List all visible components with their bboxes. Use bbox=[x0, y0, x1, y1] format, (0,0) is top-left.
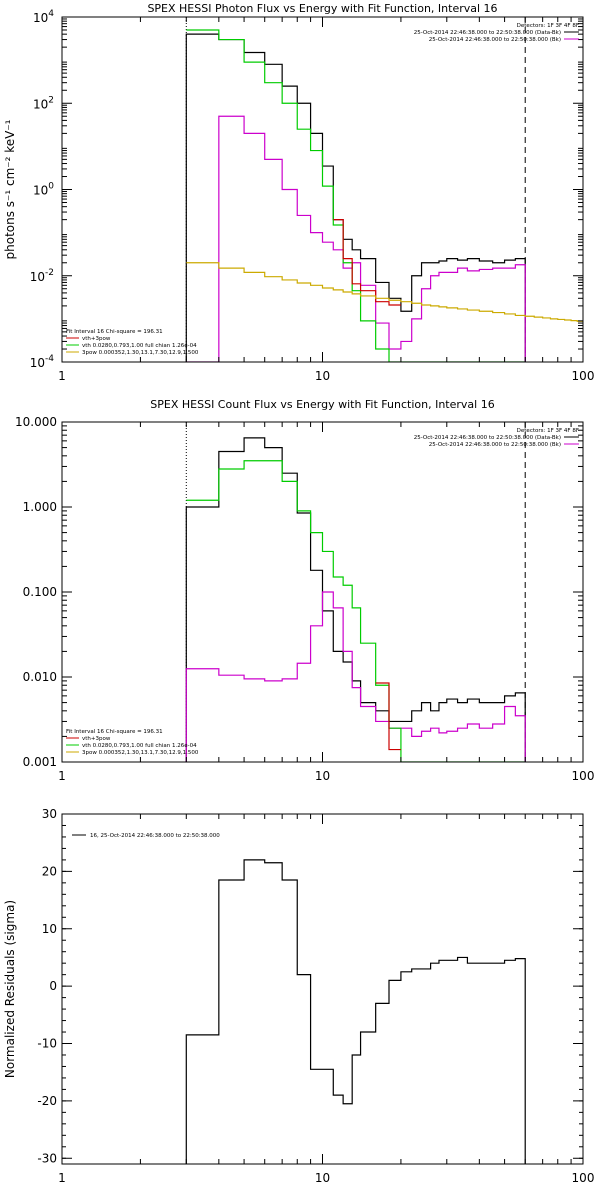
y-tick-label: 10-4 bbox=[30, 354, 55, 370]
y-tick-label: -10 bbox=[37, 1037, 57, 1051]
series-line-data-bk bbox=[185, 33, 526, 362]
series-line-vth bbox=[186, 29, 526, 362]
y-tick-label: 0 bbox=[49, 979, 57, 993]
x-tick-label: 10 bbox=[315, 769, 330, 783]
y-tick-base: 10 bbox=[33, 97, 48, 111]
series-line-residuals bbox=[185, 859, 526, 1164]
chart-title: SPEX HESSI Count Flux vs Energy with Fit… bbox=[150, 398, 494, 411]
legend-header: Detectors: 1F 3F 4F 8F bbox=[517, 428, 579, 434]
y-tick-exponent: 0 bbox=[48, 182, 54, 192]
y-tick-label: 104 bbox=[33, 9, 54, 25]
x-tick-label: 100 bbox=[572, 769, 595, 783]
x-tick-label: 1 bbox=[58, 369, 66, 383]
x-tick-label: 10 bbox=[315, 1171, 330, 1185]
y-tick-label: 10 bbox=[42, 922, 57, 936]
series-line-total bbox=[375, 682, 401, 751]
y-tick-base: 10 bbox=[33, 184, 48, 198]
legend-entry: 3pow 0.000352,1.30,13.1,7.30,12.9,1.500 bbox=[82, 350, 199, 356]
y-tick-exponent: -2 bbox=[45, 268, 54, 278]
legend-entry: vth+3pow bbox=[82, 336, 111, 342]
legend-entry: 16, 25-Oct-2014 22:46:38.000 to 22:50:38… bbox=[90, 833, 220, 839]
chart-title: SPEX HESSI Photon Flux vs Energy with Fi… bbox=[147, 2, 497, 15]
series-line-bk bbox=[185, 591, 526, 762]
y-tick-label: 100 bbox=[33, 182, 54, 198]
legend-entry: 25-Oct-2014 22:46:38.000 to 22:50:38.000… bbox=[414, 30, 561, 36]
y-tick-label: 20 bbox=[42, 864, 57, 878]
series-group bbox=[185, 859, 526, 1164]
plot-frame bbox=[61, 813, 584, 1165]
series-line-total bbox=[333, 219, 401, 306]
y-tick-exponent: -4 bbox=[45, 354, 54, 364]
y-tick-label: -30 bbox=[37, 1151, 57, 1165]
x-tick-label: 100 bbox=[572, 1171, 595, 1185]
y-tick-base: 10 bbox=[30, 270, 45, 284]
legend-entry: 25-Oct-2014 22:46:38.000 to 22:50:38.000… bbox=[429, 37, 561, 43]
x-tick-label: 10 bbox=[315, 369, 330, 383]
x-tick-label: 1 bbox=[58, 769, 66, 783]
y-axis-label: Normalized Residuals (sigma) bbox=[3, 900, 17, 1078]
y-tick-label: 102 bbox=[33, 95, 54, 111]
y-tick-exponent: 4 bbox=[48, 9, 54, 19]
legend-entry: 25-Oct-2014 22:46:38.000 to 22:50:38.000… bbox=[414, 435, 561, 441]
y-tick-exponent: 2 bbox=[48, 95, 54, 105]
series-line-bk bbox=[185, 115, 526, 362]
chart-panel-1: SPEX HESSI Photon Flux vs Energy with Fi… bbox=[3, 2, 594, 383]
y-axis-label: photons s⁻¹ cm⁻² keV⁻¹ bbox=[3, 119, 17, 259]
legend-header: Fit Interval 16 Chi-square = 196.31 bbox=[66, 729, 163, 735]
x-tick-label: 100 bbox=[572, 369, 595, 383]
x-tick-label: 1 bbox=[58, 1171, 66, 1185]
series-line-pow bbox=[186, 262, 583, 322]
y-tick-label: 0.001 bbox=[23, 755, 57, 769]
legend-entry: vth+3pow bbox=[82, 736, 111, 742]
chart-panel-3: Normalized Residuals (sigma)1 10 100302010… bbox=[3, 807, 594, 1185]
series-group bbox=[185, 17, 583, 362]
y-tick-base: 10 bbox=[33, 11, 48, 25]
y-tick-label: 10-2 bbox=[30, 268, 54, 284]
chart-panel-2: SPEX HESSI Count Flux vs Energy with Fit… bbox=[15, 398, 594, 783]
y-tick-label: 10.000 bbox=[15, 415, 57, 429]
legend-entry: vth 0.0280,0.793,1.00 full chian 1.26e-0… bbox=[82, 743, 197, 749]
y-tick-label: 30 bbox=[42, 807, 57, 821]
legend-entry: 3pow 0.000352,1.30,13.1,7.30,12.9,1.500 bbox=[82, 750, 199, 756]
y-tick-label: 0.100 bbox=[23, 585, 57, 599]
y-tick-label: -20 bbox=[37, 1094, 57, 1108]
series-group bbox=[185, 422, 526, 762]
legend-header: Detectors: 1F 3F 4F 8F bbox=[517, 23, 579, 29]
y-tick-base: 10 bbox=[30, 356, 45, 370]
y-tick-label: 0.010 bbox=[23, 670, 57, 684]
legend-header: Fit Interval 16 Chi-square = 196.31 bbox=[66, 329, 163, 335]
legend-entry: 25-Oct-2014 22:46:38.000 to 22:50:38.000… bbox=[429, 442, 561, 448]
y-tick-label: 1.000 bbox=[23, 500, 57, 514]
legend-entry: vth 0.0280,0.793,1.00 full chian 1.26e-0… bbox=[82, 343, 197, 349]
plot-frame bbox=[61, 16, 584, 363]
series-line-vth bbox=[186, 460, 526, 762]
series-line-data-bk bbox=[185, 437, 526, 762]
